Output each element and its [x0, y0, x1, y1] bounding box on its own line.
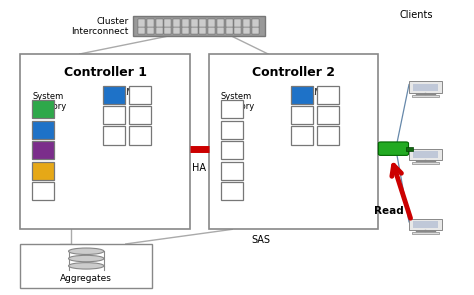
Bar [234, 27, 241, 35]
Text: Read: Read [374, 206, 403, 216]
Bar [103, 86, 125, 104]
Bar [409, 81, 442, 93]
Bar [226, 19, 233, 27]
Bar [164, 27, 171, 35]
Bar [413, 151, 438, 158]
Bar [220, 121, 243, 139]
Bar [412, 95, 438, 97]
Bar [182, 27, 189, 35]
Ellipse shape [69, 248, 104, 255]
Text: System
Memory: System Memory [32, 92, 66, 112]
Bar [199, 19, 206, 27]
Bar [220, 100, 243, 118]
Text: Aggregates: Aggregates [60, 274, 112, 283]
Bar [32, 121, 54, 139]
Bar [133, 16, 265, 37]
Bar [234, 19, 241, 27]
Bar [138, 27, 145, 35]
Bar [173, 19, 180, 27]
Bar [220, 182, 243, 200]
Text: SAS: SAS [251, 235, 270, 245]
Bar [409, 219, 442, 230]
Text: Controller 1: Controller 1 [64, 66, 146, 79]
Bar [138, 19, 145, 27]
Bar [208, 27, 215, 35]
Text: NVRAM: NVRAM [103, 88, 133, 96]
Bar [412, 232, 438, 234]
Bar [103, 106, 125, 124]
Bar [413, 221, 438, 228]
Bar [128, 106, 151, 124]
Bar [20, 54, 190, 229]
Bar [413, 83, 438, 91]
Bar [317, 127, 339, 145]
Bar [128, 86, 151, 104]
Bar [208, 19, 215, 27]
Bar [128, 127, 151, 145]
Bar [217, 27, 224, 35]
Bar [317, 106, 339, 124]
Bar [32, 141, 54, 159]
Bar [243, 27, 250, 35]
Bar [103, 127, 125, 145]
Bar [412, 162, 438, 164]
Bar [164, 19, 171, 27]
Text: Cluster
Interconnect: Cluster Interconnect [71, 17, 128, 36]
Text: NVRAM: NVRAM [291, 88, 322, 96]
Ellipse shape [69, 255, 104, 262]
Bar [147, 19, 154, 27]
Bar [252, 19, 259, 27]
Bar [317, 86, 339, 104]
Text: Controller 2: Controller 2 [252, 66, 335, 79]
Bar [291, 86, 313, 104]
Bar [155, 27, 163, 35]
Bar [409, 149, 442, 160]
Bar [32, 100, 54, 118]
Bar [226, 27, 233, 35]
Bar [32, 182, 54, 200]
Bar [191, 27, 198, 35]
Bar [220, 162, 243, 180]
Bar [217, 19, 224, 27]
Text: Clients: Clients [399, 10, 433, 20]
Bar [32, 162, 54, 180]
Bar [291, 106, 313, 124]
Bar [199, 27, 206, 35]
Bar [173, 27, 180, 35]
Ellipse shape [69, 263, 104, 269]
Bar [220, 141, 243, 159]
Bar [155, 19, 163, 27]
Text: HA: HA [192, 163, 206, 173]
Text: System
Memory: System Memory [220, 92, 255, 112]
Bar [147, 27, 154, 35]
Bar [243, 19, 250, 27]
Bar [291, 127, 313, 145]
Bar [182, 19, 189, 27]
Bar [209, 54, 378, 229]
Bar [20, 244, 152, 288]
Bar [191, 19, 198, 27]
Bar [252, 27, 259, 35]
FancyBboxPatch shape [378, 142, 409, 155]
Bar [406, 147, 413, 151]
